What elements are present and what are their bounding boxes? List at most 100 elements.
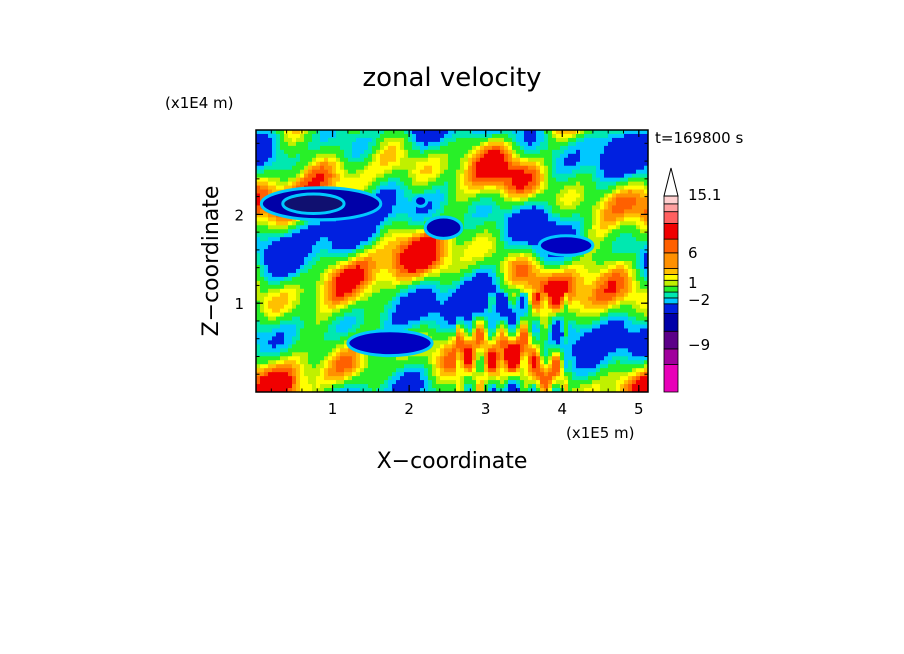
field-cell [532, 165, 537, 171]
field-cell [324, 177, 329, 183]
field-cell [508, 185, 513, 191]
field-cell [292, 261, 297, 266]
field-cell [552, 221, 557, 226]
field-cell [404, 253, 409, 258]
field-cell [420, 292, 425, 298]
field-cell [284, 149, 289, 155]
field-cell [308, 308, 313, 314]
field-cell [488, 249, 493, 254]
field-cell [260, 324, 265, 330]
field-cell [424, 205, 429, 210]
field-cell [384, 364, 389, 369]
field-cell [264, 153, 269, 159]
field-cell [280, 368, 285, 373]
field-cell [276, 237, 281, 242]
field-cell [476, 340, 481, 345]
field-cell [380, 380, 385, 385]
field-cell [524, 257, 529, 262]
field-cell [392, 380, 397, 385]
field-cell [272, 237, 277, 242]
field-cell [504, 165, 509, 171]
field-cell [356, 320, 361, 326]
field-cell [336, 161, 341, 167]
field-cell [528, 288, 533, 294]
field-cell [532, 149, 537, 155]
field-cell [368, 360, 373, 365]
field-cell [292, 388, 297, 392]
field-cell [520, 276, 525, 282]
field-cell [416, 324, 421, 330]
field-cell [400, 181, 405, 187]
field-cell [520, 161, 525, 167]
field-cell [504, 181, 509, 187]
field-cell [460, 380, 465, 385]
field-cell [272, 320, 277, 326]
field-cell [468, 245, 473, 250]
field-cell [476, 368, 481, 373]
field-cell [324, 233, 329, 238]
field-cell [548, 229, 553, 234]
field-cell [376, 165, 381, 171]
field-cell [256, 149, 261, 155]
field-cell [536, 161, 541, 167]
field-cell [320, 165, 325, 171]
field-cell [520, 197, 525, 203]
field-cell [456, 213, 461, 218]
field-cell [500, 217, 505, 222]
field-cell [452, 133, 457, 139]
field-cell [372, 141, 377, 147]
field-cell [320, 296, 325, 302]
field-cell [332, 245, 337, 250]
field-cell [472, 153, 477, 159]
field-cell [352, 284, 357, 290]
field-cell [520, 300, 525, 306]
field-cell [428, 161, 433, 167]
field-cell [480, 320, 485, 326]
field-cell [300, 137, 305, 143]
field-cell [268, 149, 273, 155]
field-cell [396, 137, 401, 143]
field-cell [484, 245, 489, 250]
field-cell [268, 157, 273, 163]
field-cell [288, 276, 293, 282]
field-cell [432, 316, 437, 322]
field-cell [468, 221, 473, 226]
field-cell [328, 221, 333, 226]
field-cell [400, 213, 405, 218]
field-cell [300, 229, 305, 234]
field-cell [296, 348, 301, 353]
field-cell [396, 133, 401, 139]
field-cell [464, 364, 469, 369]
field-cell [332, 272, 337, 278]
field-cell [416, 225, 421, 230]
field-cell [312, 364, 317, 369]
field-cell [268, 280, 273, 286]
field-cell [424, 316, 429, 322]
field-cell [504, 169, 509, 175]
field-cell [388, 153, 393, 159]
field-cell [356, 364, 361, 369]
field-cell [384, 233, 389, 238]
field-cell [276, 141, 281, 147]
field-cell [416, 328, 421, 334]
field-cell [340, 241, 345, 246]
field-cell [288, 133, 293, 139]
field-cell [392, 372, 397, 377]
field-cell [376, 376, 381, 381]
field-cell [308, 133, 313, 139]
field-cell [348, 137, 353, 143]
field-cell [360, 280, 365, 286]
field-cell [264, 133, 269, 139]
field-cell [276, 348, 281, 353]
field-cell [328, 181, 333, 187]
field-cell [392, 201, 397, 207]
field-cell [460, 153, 465, 159]
field-cell [424, 149, 429, 155]
field-cell [488, 209, 493, 214]
field-cell [488, 213, 493, 218]
field-cell [280, 157, 285, 163]
field-cell [500, 213, 505, 218]
field-cell [364, 130, 369, 135]
field-cell [388, 169, 393, 175]
field-cell [416, 384, 421, 389]
